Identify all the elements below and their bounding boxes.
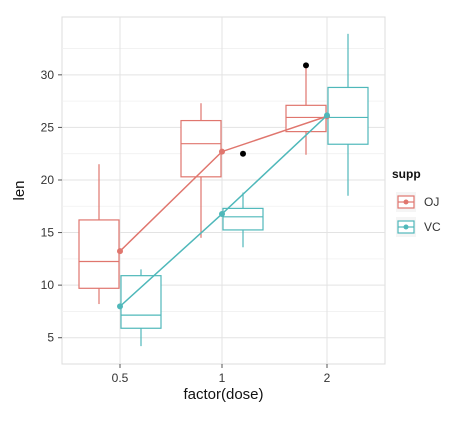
box-body — [78, 219, 120, 289]
outlier-point — [240, 150, 246, 157]
legend-label: OJ — [424, 195, 439, 209]
y-tick-label: 15 — [41, 226, 55, 240]
mean-lines-layer — [117, 112, 330, 310]
axes-layer: 5 10 15 20 25 30 0.5 1 2 factor(dose) len — [11, 68, 331, 403]
legend-item-vc: VC — [396, 217, 441, 237]
y-tick-label: 25 — [41, 120, 55, 134]
x-tick-label: 2 — [324, 371, 331, 385]
legend-key-point — [403, 224, 409, 230]
y-axis-title: len — [11, 180, 28, 200]
legend-label: VC — [424, 220, 441, 234]
extra-points-layer — [240, 62, 309, 157]
legend-item-oj: OJ — [396, 192, 439, 212]
mean-point-oj — [219, 148, 225, 155]
box-oj-0.5 — [78, 164, 120, 305]
box-oj-1 — [180, 103, 222, 238]
box-body — [327, 86, 369, 145]
mean-point-vc — [117, 303, 123, 310]
x-tick-label: 1 — [219, 371, 226, 385]
x-tick-label: 0.5 — [112, 371, 129, 385]
y-tick-label: 10 — [41, 278, 55, 292]
box-vc-0.5 — [120, 269, 162, 347]
legend-key-point — [403, 199, 409, 205]
box-body — [180, 119, 222, 178]
box-body — [222, 207, 264, 231]
box-layer — [78, 33, 369, 347]
y-tick-label: 20 — [41, 173, 55, 187]
box-vc-1 — [222, 192, 264, 248]
panel-background — [61, 16, 386, 365]
y-tick-label: 5 — [47, 331, 54, 345]
mean-point-oj — [117, 248, 123, 255]
x-axis-title: factor(dose) — [183, 386, 263, 403]
mean-point-vc — [324, 112, 330, 119]
box-vc-2 — [327, 33, 369, 196]
mean-point-vc — [219, 210, 225, 217]
y-tick-label: 30 — [41, 68, 55, 82]
box-body — [120, 275, 162, 329]
legend-title: supp — [392, 167, 421, 181]
outlier-point — [303, 62, 309, 69]
